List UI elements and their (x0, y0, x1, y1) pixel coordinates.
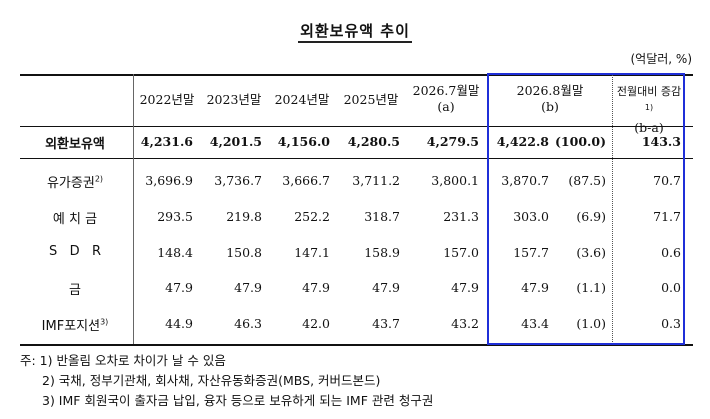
table-cell: 46.3 (234, 316, 262, 331)
footnote-3: 3) IMF 회원국이 출자금 납입, 융자 등으로 보유하게 되는 IMF 관… (42, 393, 434, 408)
row-label: 예 치 금 (52, 212, 98, 227)
table-cell: 43.2 (451, 316, 479, 331)
row-label: 유가증권2) (46, 174, 104, 191)
change-column-divider (612, 74, 613, 344)
table-cell: 43.7 (372, 316, 400, 331)
header-2024: 2024년말 (274, 92, 330, 107)
row-label: S D R (48, 244, 102, 259)
table-cell: 158.9 (364, 245, 400, 260)
table-cell: 44.9 (165, 316, 193, 331)
table-title: 외환보유액 추이 (0, 20, 710, 43)
table-cell: 43.4 (521, 316, 549, 331)
table-cell: 157.7 (513, 245, 549, 260)
row-label: 외환보유액 (45, 137, 105, 152)
header-2026-08: 2026.8월말 (b) (516, 83, 584, 114)
table-cell: 147.1 (294, 245, 330, 260)
table-bottom-rule (20, 344, 693, 346)
table-cell: 143.3 (641, 134, 681, 149)
table-cell: 0.3 (661, 316, 681, 331)
table-cell: 4,201.5 (209, 134, 262, 149)
header-monthly-change: 전월대비 증감1) (b-a) (616, 85, 682, 135)
table-cell: 47.9 (451, 280, 479, 295)
table-cell: 47.9 (372, 280, 400, 295)
table-cell: 3,800.1 (431, 173, 479, 188)
table-cell: 47.9 (521, 280, 549, 295)
table-cell: (1.1) (576, 280, 606, 295)
table-cell: 0.6 (661, 245, 681, 260)
table-cell: 4,279.5 (426, 134, 479, 149)
table-cell: 3,870.7 (501, 173, 549, 188)
row-label: 금 (69, 283, 81, 298)
table-cell: 0.0 (661, 280, 681, 295)
table-cell: 150.8 (226, 245, 262, 260)
table-cell: (3.6) (576, 245, 606, 260)
header-2026-07: 2026.7월말 (a) (412, 83, 480, 114)
table-cell: (1.0) (576, 316, 606, 331)
table-cell: 4,280.5 (347, 134, 400, 149)
table-cell: 252.2 (294, 209, 330, 224)
table-cell: 47.9 (302, 280, 330, 295)
table-cell: 42.0 (302, 316, 330, 331)
total-row-rule (20, 158, 693, 159)
row-label: IMF포지션3) (41, 317, 109, 334)
header-2022: 2022년말 (139, 92, 195, 107)
footnote-1: 주: 1) 반올림 오차로 차이가 날 수 있음 (20, 353, 226, 368)
table-cell: 47.9 (234, 280, 262, 295)
table-cell: 47.9 (165, 280, 193, 295)
table-cell: 293.5 (157, 209, 193, 224)
label-column-divider (133, 74, 134, 344)
table-cell: (87.5) (568, 173, 606, 188)
table-cell: (6.9) (576, 209, 606, 224)
table-cell: 231.3 (443, 209, 479, 224)
header-2025: 2025년말 (343, 92, 399, 107)
table-cell: 4,156.0 (277, 134, 330, 149)
table-cell: 157.0 (443, 245, 479, 260)
table-cell: 3,696.9 (145, 173, 193, 188)
table-cell: (100.0) (555, 134, 606, 149)
table-cell: 3,736.7 (214, 173, 262, 188)
footnote-2: 2) 국채, 정부기관채, 회사채, 자산유동화증권(MBS, 커버드본드) (42, 373, 381, 388)
table-cell: 3,666.7 (282, 173, 330, 188)
table-cell: 3,711.2 (352, 173, 400, 188)
table-cell: 318.7 (364, 209, 400, 224)
table-cell: 4,231.6 (140, 134, 193, 149)
table-cell: 148.4 (157, 245, 193, 260)
table-cell: 219.8 (226, 209, 262, 224)
current-month-highlight (487, 73, 685, 345)
table-cell: 303.0 (513, 209, 549, 224)
table-cell: 4,422.8 (496, 134, 549, 149)
header-bottom-rule (20, 126, 693, 127)
table-cell: 71.7 (653, 209, 681, 224)
table-cell: 70.7 (653, 173, 681, 188)
table-top-rule (20, 74, 693, 76)
unit-label: (억달러, %) (630, 52, 692, 66)
header-2023: 2023년말 (206, 92, 262, 107)
